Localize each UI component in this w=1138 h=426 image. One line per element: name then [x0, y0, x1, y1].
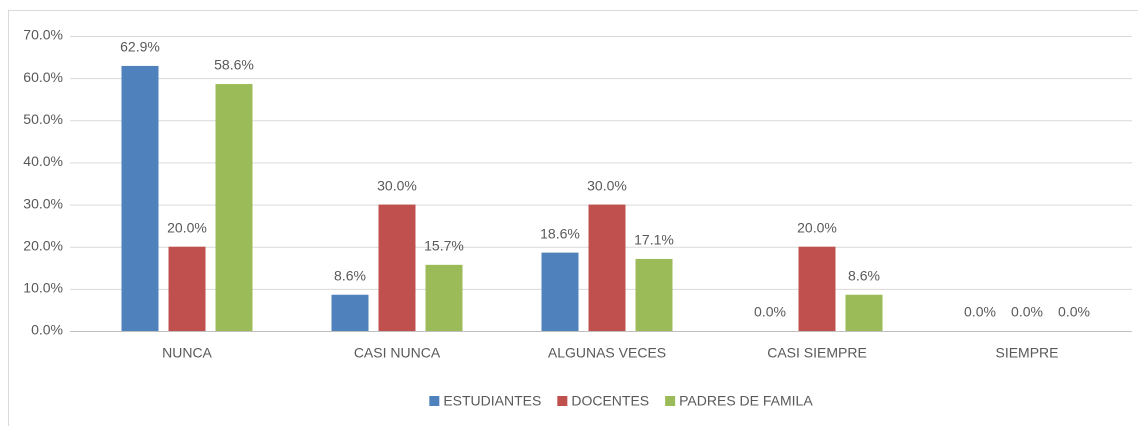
bar — [378, 204, 416, 331]
y-tick-label: 50.0% — [23, 111, 63, 127]
legend-label: DOCENTES — [571, 393, 649, 409]
bar — [121, 65, 159, 332]
bar — [331, 294, 369, 331]
data-label: 30.0% — [587, 177, 627, 193]
x-tick-label: CASI SIEMPRE — [767, 345, 867, 361]
data-label: 0.0% — [1011, 304, 1043, 320]
data-label: 0.0% — [754, 304, 786, 320]
y-tick-label: 70.0% — [23, 27, 63, 43]
data-label: 0.0% — [964, 304, 996, 320]
data-label: 8.6% — [334, 267, 366, 283]
legend-swatch — [429, 396, 440, 406]
y-tick-label: 60.0% — [23, 69, 63, 85]
y-tick-label: 0.0% — [31, 322, 63, 338]
data-label: 30.0% — [377, 177, 417, 193]
data-label: 20.0% — [167, 219, 207, 235]
bar — [425, 264, 463, 331]
bar — [541, 252, 579, 331]
bar — [168, 246, 206, 331]
legend-label: ESTUDIANTES — [443, 393, 541, 409]
legend-swatch — [557, 396, 568, 406]
data-label: 58.6% — [214, 57, 254, 73]
data-label: 62.9% — [120, 39, 160, 55]
legend-swatch — [665, 396, 676, 406]
legend-label: PADRES DE FAMILA — [679, 393, 813, 409]
data-label: 15.7% — [424, 238, 464, 254]
y-tick-label: 40.0% — [23, 153, 63, 169]
y-tick-label: 10.0% — [23, 280, 63, 296]
x-tick-label: CASI NUNCA — [354, 345, 441, 361]
data-label: 17.1% — [634, 232, 674, 248]
bar — [588, 204, 626, 331]
bar — [798, 246, 836, 331]
y-tick-label: 20.0% — [23, 237, 63, 253]
chart-frame — [8, 10, 1138, 426]
data-label: 20.0% — [797, 219, 837, 235]
data-label: 18.6% — [540, 225, 580, 241]
data-label: 8.6% — [848, 267, 880, 283]
x-tick-label: SIEMPRE — [995, 345, 1058, 361]
x-tick-label: ALGUNAS VECES — [548, 345, 666, 361]
x-tick-label: NUNCA — [162, 345, 212, 361]
y-tick-label: 30.0% — [23, 195, 63, 211]
bar — [845, 294, 883, 331]
data-label: 0.0% — [1058, 304, 1090, 320]
bar — [635, 258, 673, 331]
bar — [215, 84, 253, 332]
